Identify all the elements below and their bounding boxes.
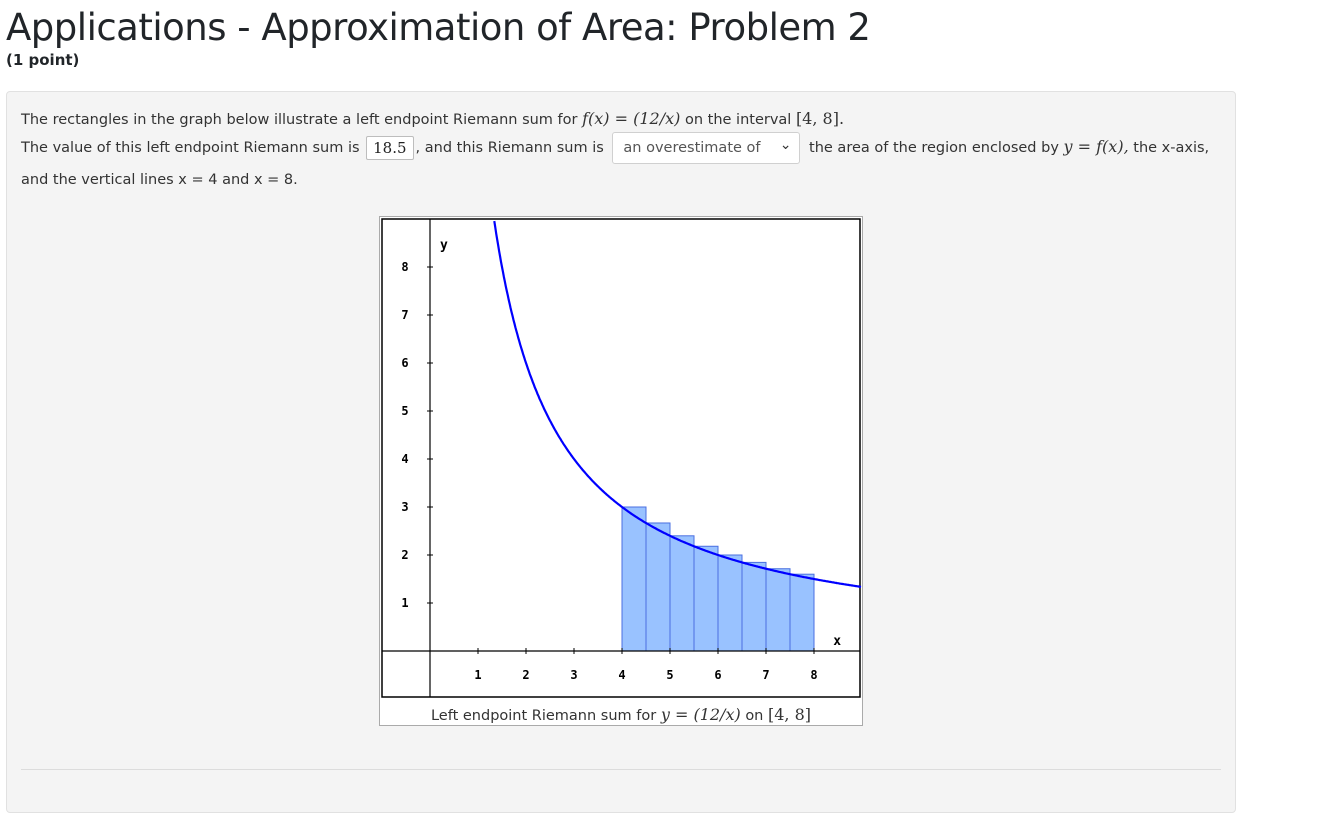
riemann-rectangle: [621, 506, 647, 652]
line2-equation: y = f(x),: [1063, 137, 1129, 156]
x-tick-label: 1: [474, 668, 481, 682]
caption-equation: y = (12/x): [660, 705, 741, 724]
estimate-type-selected: an overestimate of: [623, 140, 761, 156]
riemann-rectangles: [621, 506, 815, 652]
estimate-type-select[interactable]: an overestimate of ⌄: [612, 132, 801, 164]
x-tick-label: 7: [762, 668, 769, 682]
page-title: Applications - Approximation of Area: Pr…: [6, 6, 871, 49]
function-curve: [493, 220, 862, 588]
riemann-sum-answer-input[interactable]: 18.5: [366, 136, 414, 160]
y-axis-label: y: [440, 238, 448, 253]
line2-mid: , and this Riemann sum is: [415, 140, 604, 156]
y-tick-label: 2: [401, 548, 408, 562]
y-tick-label: 5: [401, 404, 408, 418]
riemann-rectangle: [717, 554, 743, 652]
ticks: 1 2 3 4 5 6 7 8 1 2 3 4 5 6 7 8: [401, 260, 817, 682]
graph-frame: 1 2 3 4 5 6 7 8 1 2 3 4 5 6 7 8 y x Left endpoint Riema…: [379, 216, 863, 726]
x-tick-label: 5: [666, 668, 673, 682]
y-tick-label: 8: [401, 260, 408, 274]
riemann-rectangle: [693, 545, 719, 652]
y-tick-label: 7: [401, 308, 408, 322]
problem-line-1: The rectangles in the graph below illust…: [21, 109, 844, 128]
line1-mid: on the interval: [684, 112, 792, 128]
line1-interval: [4, 8].: [795, 109, 845, 128]
caption-interval: [4, 8]: [767, 705, 811, 724]
riemann-sum-graph: 1 2 3 4 5 6 7 8 1 2 3 4 5 6 7 8 y x: [381, 218, 862, 698]
x-tick-label: 8: [810, 668, 817, 682]
riemann-rectangle: [669, 535, 695, 652]
riemann-rectangle: [789, 573, 815, 652]
problem-panel: The rectangles in the graph below illust…: [6, 91, 1236, 813]
caption-on: on: [745, 708, 764, 724]
x-tick-label: 2: [522, 668, 529, 682]
y-tick-label: 4: [401, 452, 408, 466]
x-axis-label: x: [833, 634, 841, 649]
problem-line-2: The value of this left endpoint Riemann …: [21, 132, 1209, 164]
x-tick-label: 6: [714, 668, 721, 682]
divider: [21, 769, 1221, 770]
line1-function: f(x) = (12/x): [582, 109, 681, 128]
caption-prefix: Left endpoint Riemann sum for: [430, 708, 657, 724]
line2-prefix: The value of this left endpoint Riemann …: [21, 140, 360, 156]
riemann-rectangle: [741, 561, 767, 652]
y-tick-label: 6: [401, 356, 408, 370]
problem-line-3: and the vertical lines x = 4 and x = 8.: [21, 172, 298, 188]
points-label: (1 point): [6, 51, 80, 69]
x-tick-label: 4: [618, 668, 625, 682]
y-tick-label: 1: [401, 596, 408, 610]
graph-caption: Left endpoint Riemann sum for y = (12/x)…: [380, 705, 862, 724]
line2-suffix: the area of the region enclosed by: [809, 140, 1059, 156]
y-tick-label: 3: [401, 500, 408, 514]
riemann-rectangle: [645, 522, 671, 652]
line1-prefix: The rectangles in the graph below illust…: [21, 112, 578, 128]
chevron-down-icon: ⌄: [779, 137, 792, 153]
axes: [382, 219, 860, 697]
x-tick-label: 3: [570, 668, 577, 682]
riemann-rectangle: [765, 568, 791, 652]
line2-end: the x-axis,: [1133, 140, 1210, 156]
